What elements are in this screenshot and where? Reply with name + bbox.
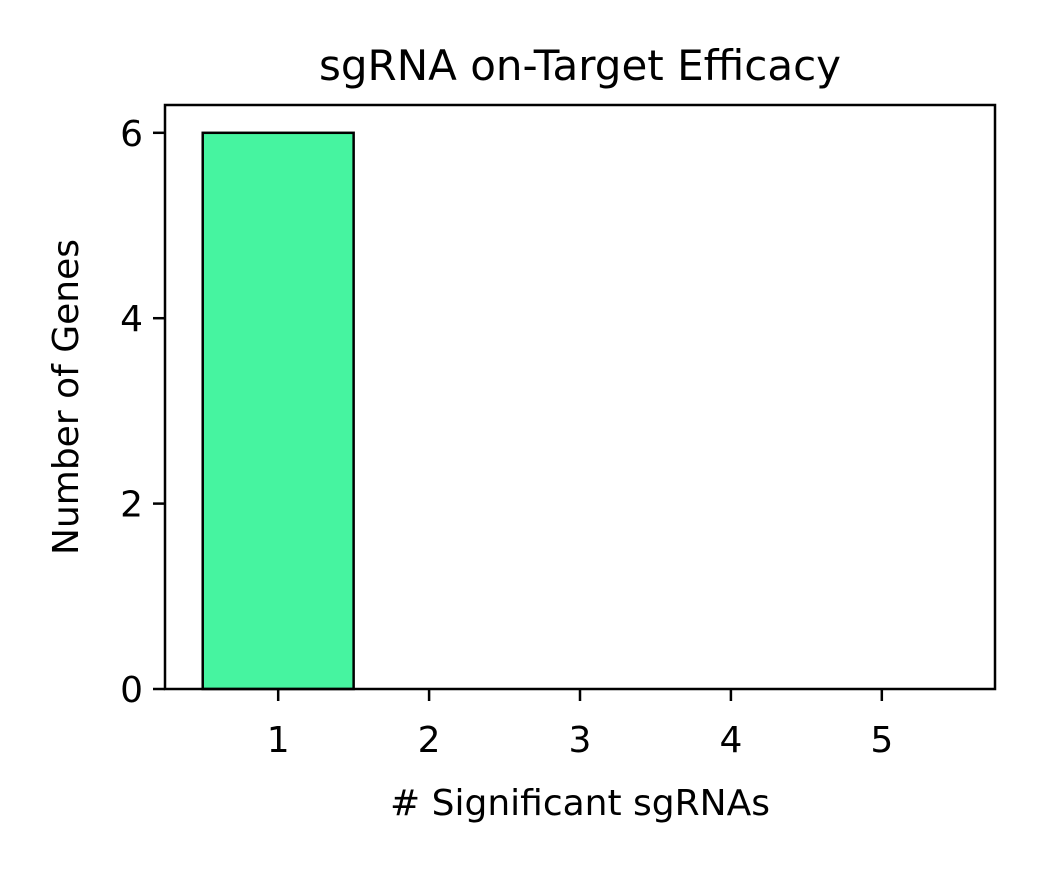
x-tick-label-2: 2 [418, 720, 441, 761]
bars-group [201, 131, 355, 691]
x-tick-label-4: 4 [719, 720, 742, 761]
x-tick-label-3: 3 [569, 720, 592, 761]
chart-title: sgRNA on-Target Efficacy [319, 41, 841, 90]
x-axis-ticks: 1 2 3 4 5 [267, 689, 893, 761]
y-tick-label-6: 6 [120, 114, 143, 155]
plot-frame [163, 103, 997, 691]
x-axis-label: # Significant sgRNAs [390, 783, 770, 824]
bar-1 [201, 131, 355, 691]
y-axis-ticks: 0 2 4 6 [120, 114, 165, 711]
y-tick-label-2: 2 [120, 485, 143, 526]
y-tick-label-0: 0 [120, 670, 143, 711]
y-axis-label: Number of Genes [46, 239, 87, 555]
x-tick-label-5: 5 [870, 720, 893, 761]
x-tick-label-1: 1 [267, 720, 290, 761]
y-tick-label-4: 4 [120, 299, 143, 340]
